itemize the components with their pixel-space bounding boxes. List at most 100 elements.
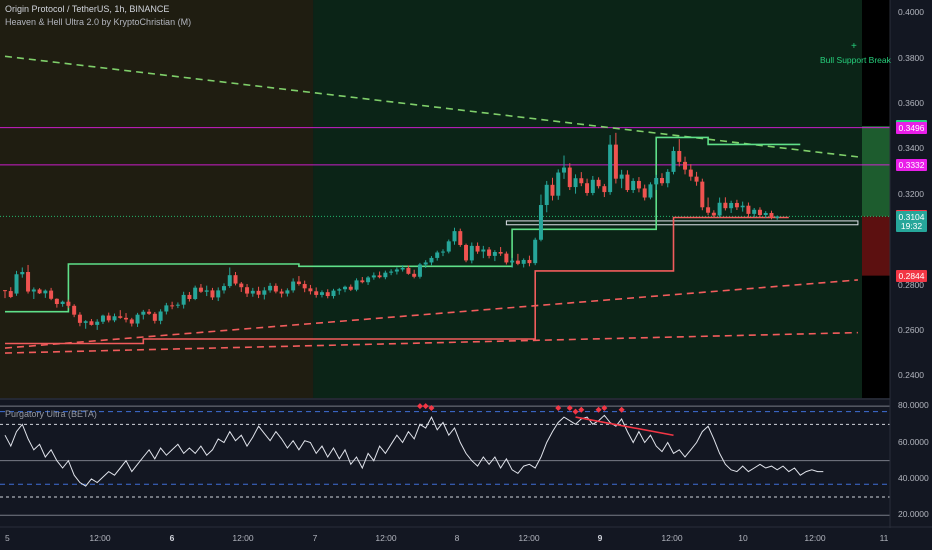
candle	[458, 228, 463, 247]
candle-body	[585, 183, 590, 193]
candle	[585, 178, 590, 196]
price-tick-label: 0.3400	[898, 143, 924, 154]
candle-body	[746, 205, 751, 214]
candle	[170, 301, 175, 310]
candle-body	[706, 207, 711, 213]
candle-body	[757, 209, 762, 216]
candle	[775, 215, 780, 220]
candle	[677, 139, 682, 167]
candle	[141, 309, 146, 320]
candle	[187, 291, 192, 302]
time-tick-label: 6	[169, 533, 175, 543]
candle-body	[394, 269, 399, 272]
price-tag: 19:32	[896, 220, 927, 232]
candle-body	[239, 283, 244, 288]
time-tick-label: 10	[738, 533, 748, 543]
candle	[757, 207, 762, 218]
candle	[487, 247, 492, 259]
candle	[14, 270, 19, 296]
candle	[417, 262, 422, 279]
candle	[706, 197, 711, 216]
candle	[613, 132, 618, 184]
candle-body	[366, 277, 371, 283]
candle-body	[54, 298, 59, 305]
candle-body	[66, 301, 71, 306]
candle	[314, 287, 319, 298]
shaded-zone-brown	[0, 0, 314, 398]
candle	[723, 197, 728, 211]
candle-body	[77, 314, 82, 323]
candle-body	[763, 212, 768, 216]
candle	[688, 164, 693, 181]
time-tick-label: 12:00	[804, 533, 826, 543]
candle-body	[590, 179, 595, 193]
candle-body	[204, 290, 209, 292]
candle	[89, 318, 94, 326]
divergence-line	[575, 416, 674, 437]
candle	[763, 211, 768, 218]
indicator-title: Heaven & Hell Ultra 2.0 by KryptoChristi…	[5, 17, 192, 27]
oscillator-tick-label: 20.0000	[898, 509, 929, 520]
price-tag: 0.3496	[896, 121, 927, 134]
candle	[106, 312, 111, 323]
candle-body	[775, 216, 780, 218]
candle-body	[423, 262, 428, 265]
symbol-title: Origin Protocol / TetherUS, 1h, BINANCE	[5, 4, 170, 14]
candle	[654, 174, 659, 191]
candle-body	[245, 287, 250, 294]
candle	[625, 170, 630, 193]
candle	[521, 258, 526, 268]
candle	[562, 155, 567, 179]
candle	[95, 319, 100, 330]
candle	[354, 278, 359, 292]
candle	[112, 313, 117, 323]
candle-body	[170, 305, 175, 307]
shaded-zone-green	[313, 0, 862, 398]
sell-marker	[555, 404, 562, 411]
oscillator-background	[0, 400, 890, 525]
candle	[533, 237, 538, 266]
candle	[394, 267, 399, 275]
candle	[729, 200, 734, 213]
time-tick-label: 7	[312, 533, 318, 543]
candle-body	[452, 231, 457, 242]
oscillator-line	[4, 414, 824, 487]
candle	[262, 287, 267, 300]
candle-body	[538, 205, 543, 240]
candle	[233, 271, 238, 286]
candle-body	[135, 314, 140, 324]
oscillator-pane	[0, 403, 890, 516]
candle-body	[354, 280, 359, 290]
candle	[717, 197, 722, 218]
candle-body	[556, 172, 561, 196]
candle	[239, 281, 244, 292]
candle-body	[602, 186, 607, 193]
price-tick-label: 0.2400	[898, 370, 924, 381]
candle-body	[8, 291, 13, 297]
candle	[308, 284, 313, 295]
candle-body	[429, 257, 434, 263]
candle-body	[510, 260, 515, 263]
time-tick-label: 12:00	[518, 533, 540, 543]
candle	[515, 253, 520, 266]
candle-body	[262, 290, 267, 295]
candle	[158, 309, 163, 325]
candle	[769, 210, 774, 220]
oscillator-tick-label: 60.0000	[898, 436, 929, 447]
candle-body	[596, 179, 601, 187]
candle-body	[319, 292, 324, 295]
step-lines	[5, 136, 801, 345]
candle-body	[37, 289, 42, 294]
candle-body	[216, 290, 221, 298]
candle-body	[331, 290, 336, 297]
candle	[556, 169, 561, 200]
candle-body	[360, 280, 365, 283]
candle	[147, 309, 152, 315]
candle-body	[487, 249, 492, 256]
candle	[550, 177, 555, 201]
sell-marker	[566, 404, 573, 411]
candle	[331, 288, 336, 299]
candle-body	[515, 260, 520, 264]
candle	[665, 169, 670, 188]
